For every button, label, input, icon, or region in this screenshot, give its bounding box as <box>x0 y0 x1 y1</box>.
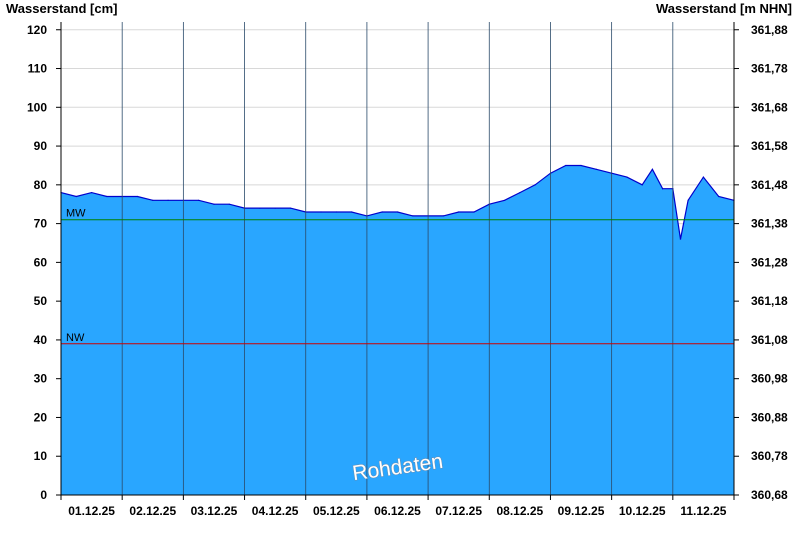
data-point-0-30 <box>519 191 521 194</box>
data-point-0-9 <box>198 199 200 201</box>
y-tick-label-left-11: 110 <box>28 62 48 76</box>
y-tick-label-right-1: 360,78 <box>751 449 788 463</box>
y-tick-label-right-12: 361,88 <box>751 23 788 37</box>
reference-label-mw: MW <box>66 208 86 220</box>
y-tick-label-left-0: 0 <box>40 488 47 502</box>
day-lines <box>121 22 674 495</box>
data-point-0-10 <box>213 203 215 205</box>
y-tick-label-right-8: 361,48 <box>751 178 788 192</box>
y-tick-label-right-5: 361,18 <box>751 294 788 308</box>
data-series <box>60 164 735 495</box>
data-point-0-3 <box>106 195 108 198</box>
data-point-0-14 <box>274 207 276 209</box>
y-tick-label-right-10: 361,68 <box>751 100 788 114</box>
x-tick-label-10: 11.12.25 <box>680 504 726 518</box>
y-tick-label-left-7: 70 <box>34 217 48 231</box>
x-tick-label-6: 07.12.25 <box>435 504 482 518</box>
data-point-0-17 <box>320 211 322 213</box>
data-point-0-1 <box>75 195 77 198</box>
y-tick-label-right-11: 361,78 <box>751 62 788 76</box>
data-point-0-15 <box>289 207 292 209</box>
data-point-0-7 <box>167 199 169 201</box>
data-point-0-19 <box>351 211 353 213</box>
x-tick-label-4: 05.12.25 <box>313 504 360 518</box>
data-point-0-29 <box>503 199 506 201</box>
data-point-0-2 <box>90 191 93 194</box>
data-point-0-21 <box>381 211 383 213</box>
data-point-0-44 <box>702 176 705 178</box>
data-point-0-11 <box>228 203 230 205</box>
axes <box>56 22 739 500</box>
reference-lines: MW NW <box>61 208 734 345</box>
tick-labels: 0 10 20 30 40 50 60 70 80 90 100 110 120 360,68 360,78… <box>27 23 788 518</box>
data-point-0-45 <box>718 195 720 198</box>
data-point-0-43 <box>687 199 689 201</box>
data-point-0-25 <box>442 215 444 217</box>
data-point-0-13 <box>259 207 261 209</box>
data-point-0-37 <box>626 176 628 178</box>
x-tick-label-9: 10.12.25 <box>619 504 666 518</box>
y-axis-title-right: Wasserstand [m NHN] <box>655 1 792 16</box>
y-tick-label-right-2: 360,88 <box>751 410 788 424</box>
data-point-0-22 <box>396 211 399 213</box>
y-tick-label-left-2: 20 <box>34 410 48 424</box>
data-point-0-27 <box>473 211 475 213</box>
x-tick-label-7: 08.12.25 <box>497 504 544 518</box>
y-tick-label-right-7: 361,38 <box>751 217 788 231</box>
data-point-0-18 <box>335 211 337 213</box>
y-axis-title-left: Wasserstand [cm] <box>6 1 118 16</box>
data-point-0-23 <box>412 215 414 217</box>
data-point-0-34 <box>580 164 582 167</box>
y-tick-label-left-9: 90 <box>34 139 48 153</box>
reference-label-nw: NW <box>66 332 85 344</box>
x-tick-label-2: 03.12.25 <box>191 504 238 518</box>
y-tick-label-right-0: 360,68 <box>751 488 788 502</box>
x-tick-label-5: 06.12.25 <box>374 504 421 518</box>
x-tick-label-8: 09.12.25 <box>558 504 605 518</box>
y-tick-label-right-4: 361,08 <box>751 333 788 347</box>
y-tick-label-left-5: 50 <box>34 294 48 308</box>
y-tick-label-left-3: 30 <box>34 372 48 386</box>
data-point-0-5 <box>136 195 139 198</box>
data-point-0-33 <box>565 164 567 167</box>
x-tick-label-0: 01.12.25 <box>68 504 115 518</box>
x-tick-label-3: 04.12.25 <box>252 504 299 518</box>
y-tick-label-left-4: 40 <box>34 333 48 347</box>
data-point-0-38 <box>641 184 643 186</box>
y-tick-label-left-8: 80 <box>34 178 48 192</box>
data-point-0-39 <box>651 168 654 170</box>
data-point-0-40 <box>662 188 664 190</box>
y-tick-label-right-3: 360,98 <box>751 372 788 386</box>
y-tick-label-left-6: 60 <box>34 255 48 269</box>
y-tick-label-right-9: 361,58 <box>751 139 788 153</box>
y-tick-label-right-6: 361,28 <box>751 255 788 269</box>
data-point-0-26 <box>458 211 460 213</box>
series-area-0 <box>61 165 734 495</box>
y-tick-label-left-1: 10 <box>34 449 48 463</box>
data-point-0-42 <box>679 238 682 240</box>
y-tick-label-left-10: 100 <box>27 100 47 114</box>
y-tick-label-left-12: 120 <box>27 23 47 37</box>
data-point-0-31 <box>534 184 536 186</box>
x-tick-label-1: 02.12.25 <box>129 504 176 518</box>
data-point-0-35 <box>595 168 597 170</box>
data-point-0-6 <box>152 199 154 201</box>
